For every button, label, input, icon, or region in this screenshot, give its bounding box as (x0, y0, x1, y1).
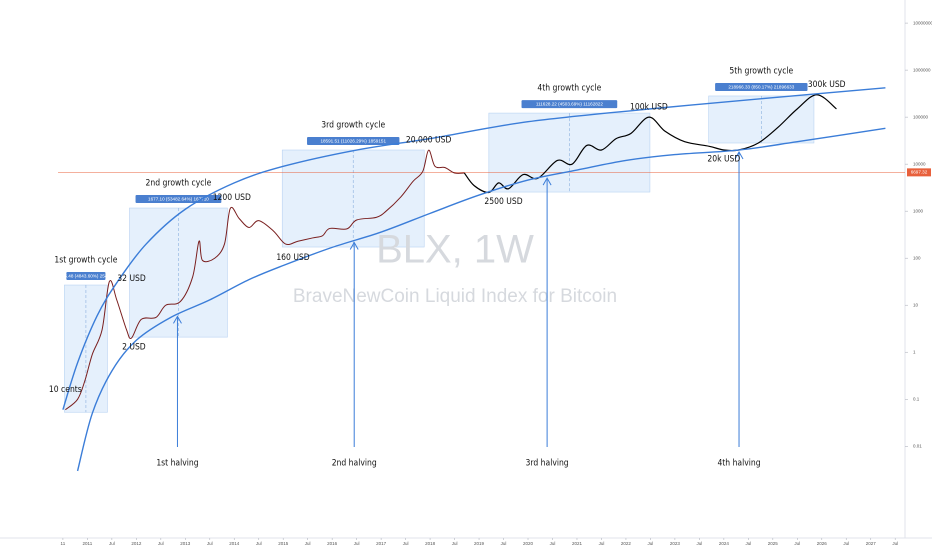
cycle-tag: 18591.51 (11026.29%) 1859151 (320, 139, 386, 144)
x-tick-label: 2017 (376, 541, 387, 546)
series-line (463, 94, 837, 194)
price-annotation: 10 cents (49, 385, 82, 395)
y-tick-label: 10000000 (913, 20, 932, 25)
cycle-tag: 218966.33 (850.17%) 21896633 (728, 84, 794, 89)
y-tick-label: 0.01 (913, 443, 922, 448)
cycle-label: 2nd growth cycle (146, 179, 212, 189)
cycle-tag-bg (521, 100, 618, 109)
x-tick-label: 2014 (229, 541, 240, 546)
cycle-label: 5th growth cycle (729, 66, 793, 76)
price-annotation: 160 USD (276, 253, 309, 263)
x-tick-label: Jul (501, 541, 507, 546)
y-tick-label: 100000 (913, 114, 929, 119)
x-tick-label: Jul (648, 541, 654, 546)
x-tick-label: 2012 (131, 541, 142, 546)
price-annotation: 300k USD (808, 80, 846, 90)
x-tick-label: 2026 (817, 541, 828, 546)
cycle-tag-bg (715, 82, 808, 91)
current-price-label: 6697.32 (911, 170, 928, 175)
x-tick-label: 2020 (523, 541, 534, 546)
halving-arrowhead (542, 177, 552, 186)
y-tick-label: 1000000 (913, 67, 931, 72)
price-annotation: 2500 USD (484, 197, 522, 207)
price-annotation: 20,000 USD (406, 136, 452, 146)
watermark-title: BLX, 1W (376, 228, 534, 272)
x-tick-label: 2025 (768, 541, 779, 546)
x-tick-label: Jul (745, 541, 751, 546)
x-tick-label: Jul (354, 541, 360, 546)
series-line (62, 87, 886, 410)
x-tick-label: 2018 (425, 541, 436, 546)
halving-label: 1st halving (156, 459, 198, 469)
halving-arrowhead (734, 150, 744, 160)
price-annotation: 2 USD (122, 343, 146, 353)
price-annotation: 100k USD (630, 103, 668, 113)
cycle-label: 3rd growth cycle (321, 121, 385, 131)
x-tick-label: Jul (158, 541, 164, 546)
x-tick-label: 2024 (719, 541, 730, 546)
cycle-tag-bg (135, 195, 222, 204)
x-tick-label: Jul (550, 541, 556, 546)
watermark-subtitle: BraveNewCoin Liquid Index for Bitcoin (293, 286, 617, 307)
cycle-tag: 111628.22 (4503.69%) 11162822 (536, 102, 604, 107)
x-tick-label: 2021 (572, 541, 583, 546)
y-tick-label: 1 (913, 349, 916, 354)
halving-arrowhead (349, 241, 359, 250)
cycle-label: 1st growth cycle (54, 256, 117, 266)
current-price-tag-bg (907, 168, 931, 177)
x-tick-label: 11 (61, 541, 66, 546)
y-tick-label: 1000 (913, 208, 924, 213)
x-tick-label: 2023 (670, 541, 681, 546)
x-tick-label: Jul (794, 541, 800, 546)
y-tick-label: 100 (913, 255, 921, 260)
cycle-tag-bg (66, 272, 106, 281)
y-tick-label: 10000 (913, 161, 926, 166)
cycle-tag: 25.48 (4843.60%) 2546 (62, 274, 110, 279)
x-tick-label: 2013 (180, 541, 191, 546)
x-tick-label: 2022 (621, 541, 632, 546)
x-tick-label: Jul (452, 541, 458, 546)
x-tick-label: Jul (696, 541, 702, 546)
price-annotation: 1200 USD (213, 193, 251, 203)
cycle-tag: 1677.10 (53482.64%) 167710 (148, 197, 209, 202)
cycle-boxes (64, 95, 815, 413)
y-tick-label: 0.1 (913, 396, 920, 401)
x-tick-label: 2027 (866, 541, 877, 546)
x-tick-label: Jul (256, 541, 262, 546)
cycle-tag-bg (307, 137, 400, 146)
x-tick-label: Jul (305, 541, 311, 546)
halving-arrowhead (173, 315, 182, 324)
x-tick-label: 2019 (474, 541, 485, 546)
x-tick-label: 2016 (327, 541, 338, 546)
price-annotation: 32 USD (117, 274, 146, 284)
x-tick-label: 2011 (83, 541, 93, 546)
series-line (76, 127, 886, 472)
price-annotation: 20k USD (707, 155, 740, 165)
x-tick-label: Jul (843, 541, 849, 546)
x-tick-label: Jul (109, 541, 115, 546)
cycle-label: 4th growth cycle (537, 84, 601, 94)
y-tick-label: 10 (913, 302, 919, 307)
x-tick-label: Jul (403, 541, 409, 546)
x-tick-label: Jul (207, 541, 213, 546)
halving-label: 4th halving (717, 459, 760, 469)
x-tick-label: Jul (599, 541, 605, 546)
series-line (65, 149, 465, 411)
x-tick-label: Jul (892, 541, 898, 546)
x-tick-label: 2015 (278, 541, 289, 546)
halving-label: 2nd halving (332, 459, 377, 469)
halving-label: 3rd halving (526, 459, 569, 469)
